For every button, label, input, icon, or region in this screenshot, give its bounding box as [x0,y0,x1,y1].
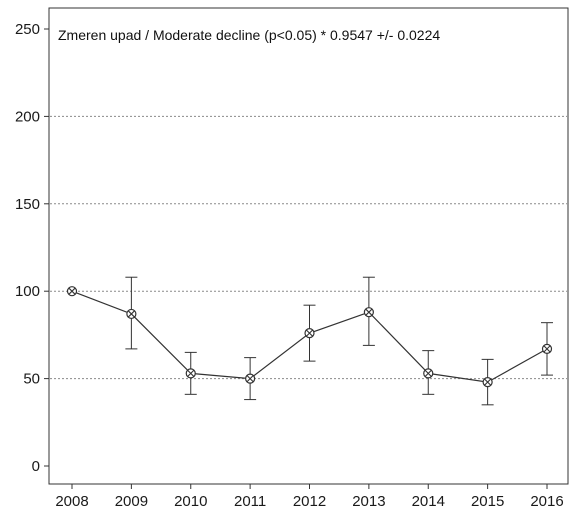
y-tick-label-150: 150 [15,196,40,213]
y-tick-label-50: 50 [23,371,40,388]
y-tick-label-100: 100 [15,283,40,300]
marker-cross-b [306,329,313,337]
y-tick-label-250: 250 [15,21,40,38]
marker-cross-b [68,287,76,295]
data-point-2014 [423,368,434,379]
data-point-2016 [541,343,553,354]
y-tick-label-200: 200 [15,108,40,125]
marker-cross-b [484,378,492,386]
marker-cross-b [424,369,432,377]
x-tick-label-2014: 2014 [412,493,445,510]
marker-cross-b [365,308,373,316]
x-tick-label-2012: 2012 [293,493,326,510]
x-tick-label-2010: 2010 [174,493,207,510]
data-point-2008 [66,286,78,297]
data-point-2012 [304,328,315,339]
data-point-2013 [363,307,374,318]
x-tick-label-2016: 2016 [530,493,563,510]
plot-frame [48,7,569,485]
marker-cross-b [187,369,195,377]
data-point-2011 [245,373,256,384]
data-point-2009 [126,308,137,320]
x-tick-label-2008: 2008 [55,493,88,510]
x-tick-label-2009: 2009 [115,493,148,510]
axes: 0 50 100 150 200 250 2008 2009 2010 2011 2012 2013 2… [15,21,564,510]
x-tick-label-2011: 2011 [234,493,266,510]
marker-cross-b [246,375,254,382]
x-tick-label-2015: 2015 [471,493,504,510]
data-point-2015 [482,376,493,388]
marker-cross-b [543,345,551,353]
chart-annotation: Zmeren upad / Moderate decline (p<0.05) … [58,27,440,43]
data-point-2010 [185,368,196,379]
x-tick-label-2013: 2013 [352,493,385,510]
grid-lines [50,115,567,380]
marker-cross-b [127,310,135,318]
series-layer [66,276,553,406]
y-tick-label-0: 0 [32,458,40,475]
